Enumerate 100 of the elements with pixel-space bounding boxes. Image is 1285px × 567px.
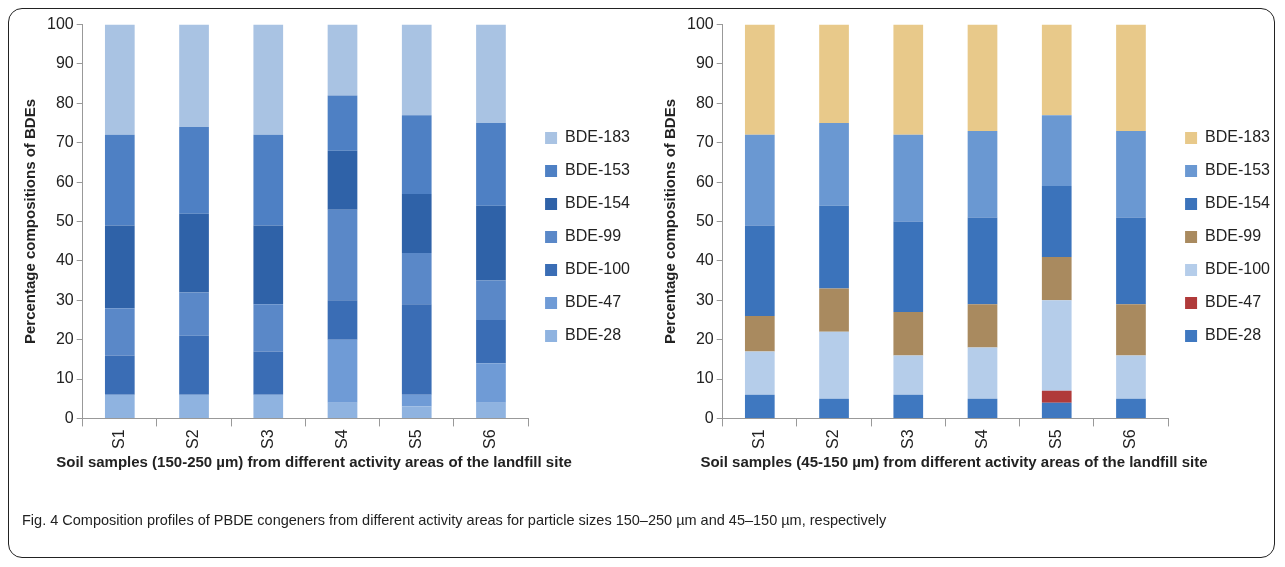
y-tick-label: 70 (55, 133, 74, 151)
x-tick-label: S5 (407, 429, 425, 450)
y-axis-title: Percentage compositions of BDEs (661, 98, 679, 345)
bar (179, 335, 209, 395)
legend-label: BDE-47 (565, 293, 622, 311)
bar (327, 209, 358, 301)
x-tick-label: S3 (258, 429, 276, 450)
y-tick-label: 70 (695, 133, 714, 151)
bar (476, 280, 506, 320)
bar (967, 24, 998, 131)
x-tick-label: S1 (750, 429, 768, 450)
y-tick-label: 90 (55, 54, 74, 72)
legend-label: BDE-100 (565, 260, 631, 278)
y-tick-label: 90 (695, 54, 714, 72)
x-tick-label: S1 (110, 429, 128, 450)
y-tick-label: 50 (695, 211, 714, 229)
y-tick-label: 20 (55, 330, 74, 348)
bar (1116, 398, 1146, 418)
bar (1116, 217, 1146, 305)
y-tick-label: 0 (704, 408, 714, 426)
bar (1041, 390, 1072, 403)
bar (819, 123, 849, 206)
bar (819, 331, 849, 399)
bar (179, 24, 209, 127)
legend-label: BDE-28 (565, 326, 622, 344)
legend-label: BDE-28 (1205, 326, 1262, 344)
bar (1116, 304, 1146, 356)
x-tick-label: S3 (898, 429, 916, 450)
bar (327, 95, 358, 151)
bar (401, 253, 432, 305)
bar (104, 225, 135, 309)
bar (1041, 24, 1072, 116)
bar (327, 150, 358, 210)
legend-label: BDE-183 (565, 128, 631, 146)
bar (819, 205, 849, 289)
bar (476, 205, 506, 281)
bar (104, 355, 135, 395)
bar (1041, 115, 1072, 187)
bar (893, 355, 924, 395)
bar (967, 398, 998, 418)
bar (744, 394, 775, 418)
bar (476, 24, 506, 124)
y-tick-label: 40 (55, 251, 74, 269)
y-axis-title: Percentage compositions of BDEs (21, 98, 39, 345)
bar (401, 115, 432, 194)
x-tick-label: S6 (1121, 429, 1139, 450)
bar (1041, 300, 1072, 391)
y-tick-label: 30 (695, 290, 714, 308)
y-tick-label: 10 (695, 369, 714, 387)
bar (967, 217, 998, 305)
bar (401, 304, 432, 395)
y-tick-label: 80 (695, 93, 714, 111)
x-tick-label: S4 (332, 429, 350, 450)
bar (819, 24, 849, 124)
y-tick-label: 50 (55, 211, 74, 229)
legend-label: BDE-153 (1205, 161, 1271, 179)
x-tick-label: S4 (972, 429, 990, 450)
caption: Fig. 4 Composition profiles of PBDE congeners from different activity areas for particle sizes 150–250 µm and 45–150 µm, respectively (22, 512, 887, 528)
y-tick-label: 60 (55, 172, 74, 190)
bar (104, 394, 135, 418)
x-tick-label: S2 (184, 429, 202, 450)
legend-label: BDE-99 (565, 227, 622, 245)
bar (476, 319, 506, 364)
x-tick-label: S5 (1047, 429, 1065, 450)
bar (179, 127, 209, 214)
bar (253, 134, 284, 226)
bar (327, 339, 358, 403)
bar (1116, 24, 1146, 131)
y-tick-label: 60 (695, 172, 714, 190)
bar (744, 225, 775, 317)
bar (253, 24, 284, 135)
y-tick-label: 100 (686, 15, 714, 33)
bar (104, 134, 135, 226)
bar (476, 363, 506, 403)
bar (893, 134, 924, 222)
x-axis-title: Soil samples (150-250 µm) from different activity areas of the landfill site (55, 452, 573, 472)
bar (893, 312, 924, 356)
x-tick-label: S6 (481, 429, 499, 450)
bar (179, 292, 209, 336)
x-axis-title: Soil samples (45-150 µm) from different activity areas of the landfill site (699, 452, 1209, 472)
bar (401, 394, 432, 407)
x-tick-label: S2 (824, 429, 842, 450)
y-tick-label: 30 (55, 290, 74, 308)
bar (253, 394, 284, 418)
legend-label: BDE-99 (1205, 227, 1262, 245)
bar (1116, 355, 1146, 399)
bar (327, 300, 358, 340)
bar (967, 130, 998, 218)
bar (327, 24, 358, 96)
legend-label: BDE-154 (1205, 194, 1271, 212)
bar (179, 213, 209, 293)
bar (476, 402, 506, 418)
bar (819, 398, 849, 418)
y-tick-label: 40 (695, 251, 714, 269)
bar (1041, 402, 1072, 418)
bar (401, 24, 432, 116)
legend-label: BDE-153 (565, 161, 631, 179)
bar (893, 394, 924, 418)
bar (179, 394, 209, 418)
legend-label: BDE-154 (565, 194, 631, 212)
